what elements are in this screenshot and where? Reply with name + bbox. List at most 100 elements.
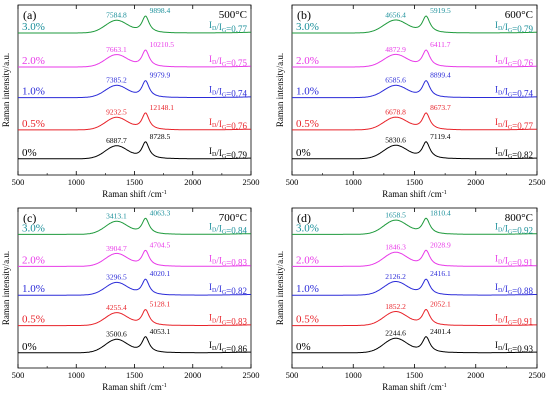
spectrum-line <box>18 217 251 235</box>
d-peak-label: 7584.8 <box>106 11 127 20</box>
d-peak-label: 9232.5 <box>106 108 127 117</box>
spectrum-line <box>292 278 537 296</box>
d-peak-label: 1852.2 <box>385 302 406 311</box>
ratio-label: ID/IG=0.82 <box>495 146 533 160</box>
g-peak-label: 12148.1 <box>150 103 175 112</box>
ratio-label: ID/IG=0.86 <box>209 340 248 354</box>
ratio-label: ID/IG=0.84 <box>209 221 248 235</box>
panel-label: (d) <box>297 211 311 225</box>
ratio-label: ID/IG=0.79 <box>209 146 248 160</box>
concentration-label: 0% <box>296 147 311 159</box>
temperature-label: 600°C <box>505 9 533 21</box>
spectrum-line <box>18 141 251 160</box>
x-tick-label: 2000 <box>467 370 484 380</box>
concentration-label: 2.0% <box>22 254 45 266</box>
x-tick-label: 2000 <box>467 177 484 187</box>
concentration-label: 3.0% <box>296 21 319 33</box>
x-axis-title: Raman shift /cm-1 <box>102 189 167 199</box>
concentration-label: 1.0% <box>296 86 319 98</box>
spectrum-line <box>292 15 537 34</box>
spectrum-line <box>292 112 537 131</box>
d-peak-label: 6887.7 <box>106 136 127 145</box>
concentration-label: 0.5% <box>22 314 45 326</box>
chart-panel-b: 500 1000 1500 2000 2500 Raman shift /cm-1 Rama… <box>275 4 546 199</box>
ratio-label: ID/IG=0.76 <box>495 54 534 68</box>
g-peak-label: 4704.5 <box>150 240 171 249</box>
spectrum-line <box>18 309 251 327</box>
concentration-label: 2.0% <box>296 55 319 67</box>
x-tick-label: 2500 <box>529 177 546 187</box>
panel-label: (c) <box>23 211 36 225</box>
concentration-label: 2.0% <box>22 55 45 67</box>
ratio-label: ID/IG=0.75 <box>209 54 248 68</box>
concentration-label: 3.0% <box>22 222 45 234</box>
spectrum-line <box>18 15 251 34</box>
ratio-label: ID/IG=0.74 <box>495 85 534 99</box>
d-peak-label: 1658.5 <box>385 210 406 219</box>
g-peak-label: 6411.7 <box>430 40 451 49</box>
ratio-label: ID/IG=0.83 <box>209 253 248 267</box>
temperature-label: 800°C <box>505 212 533 224</box>
x-tick-label: 1500 <box>126 177 143 187</box>
spectrum-line <box>292 217 537 235</box>
g-peak-label: 2052.1 <box>430 300 451 309</box>
x-tick-label: 500 <box>12 177 25 187</box>
x-tick-label: 1500 <box>126 370 143 380</box>
concentration-label: 3.0% <box>296 222 319 234</box>
g-peak-label: 5919.5 <box>430 6 451 15</box>
chart-panel-d: 500 1000 1500 2000 2500 Raman shift /cm-1 Rama… <box>275 207 546 392</box>
x-axis-title: Raman shift /cm-1 <box>382 382 447 392</box>
g-peak-label: 8899.4 <box>430 71 451 80</box>
g-peak-label: 2416.1 <box>430 269 451 278</box>
x-axis-title: Raman shift /cm-1 <box>102 382 167 392</box>
panel-label: (b) <box>297 8 311 22</box>
ratio-label: ID/IG=0.74 <box>209 85 248 99</box>
chart-panel-c: 500 1000 1500 2000 2500 Raman shift /cm-1 Rama… <box>1 207 260 392</box>
d-peak-label: 4872.9 <box>385 45 406 54</box>
y-axis-title: Raman intensity/a.u. <box>275 53 285 127</box>
d-peak-label: 4656.4 <box>385 10 406 19</box>
y-axis-title: Raman intensity/a.u. <box>1 251 11 325</box>
x-tick-label: 2500 <box>243 370 260 380</box>
spectrum-line <box>292 336 537 354</box>
g-peak-label: 4020.1 <box>150 269 171 278</box>
d-peak-label: 5830.6 <box>385 136 406 145</box>
spectrum-line <box>292 249 537 267</box>
x-tick-label: 1500 <box>406 370 423 380</box>
x-tick-label: 2000 <box>184 370 201 380</box>
ratio-label: ID/IG=0.82 <box>209 282 247 296</box>
concentration-label: 0.5% <box>22 118 45 130</box>
x-tick-label: 500 <box>286 177 299 187</box>
spectrum-line <box>292 308 537 327</box>
g-peak-label: 4053.1 <box>150 327 171 336</box>
spectrum-line <box>18 80 251 99</box>
d-peak-label: 3904.7 <box>106 244 127 253</box>
chart-panel-a: 500 1000 1500 2000 2500 Raman shift /cm-1 Rama… <box>1 4 260 199</box>
x-tick-label: 2500 <box>243 177 260 187</box>
spectrum-line <box>18 249 251 267</box>
g-peak-label: 8728.5 <box>150 132 171 141</box>
ratio-label: ID/IG=0.91 <box>495 313 533 327</box>
ratio-label: ID/IG=0.88 <box>495 282 534 296</box>
x-tick-label: 2000 <box>184 177 201 187</box>
g-peak-label: 5128.1 <box>150 300 171 309</box>
concentration-label: 0% <box>22 341 37 353</box>
d-peak-label: 4255.4 <box>106 303 127 312</box>
d-peak-label: 2244.6 <box>385 329 406 338</box>
g-peak-label: 7119.4 <box>430 132 451 141</box>
spectrum-line <box>292 49 537 68</box>
g-peak-label: 2028.9 <box>430 240 451 249</box>
g-peak-label: 1810.4 <box>430 208 451 217</box>
concentration-label: 0.5% <box>296 314 319 326</box>
ratio-label: ID/IG=0.91 <box>495 253 533 267</box>
concentration-label: 3.0% <box>22 21 45 33</box>
ratio-label: ID/IG=0.79 <box>495 20 534 34</box>
spectrum-line <box>18 49 251 68</box>
g-peak-label: 8673.7 <box>430 103 451 112</box>
spectrum-line <box>292 80 537 99</box>
x-tick-label: 2500 <box>529 370 546 380</box>
d-peak-label: 6678.8 <box>385 108 406 117</box>
g-peak-label: 10210.5 <box>150 40 175 49</box>
d-peak-label: 7663.1 <box>106 45 127 54</box>
